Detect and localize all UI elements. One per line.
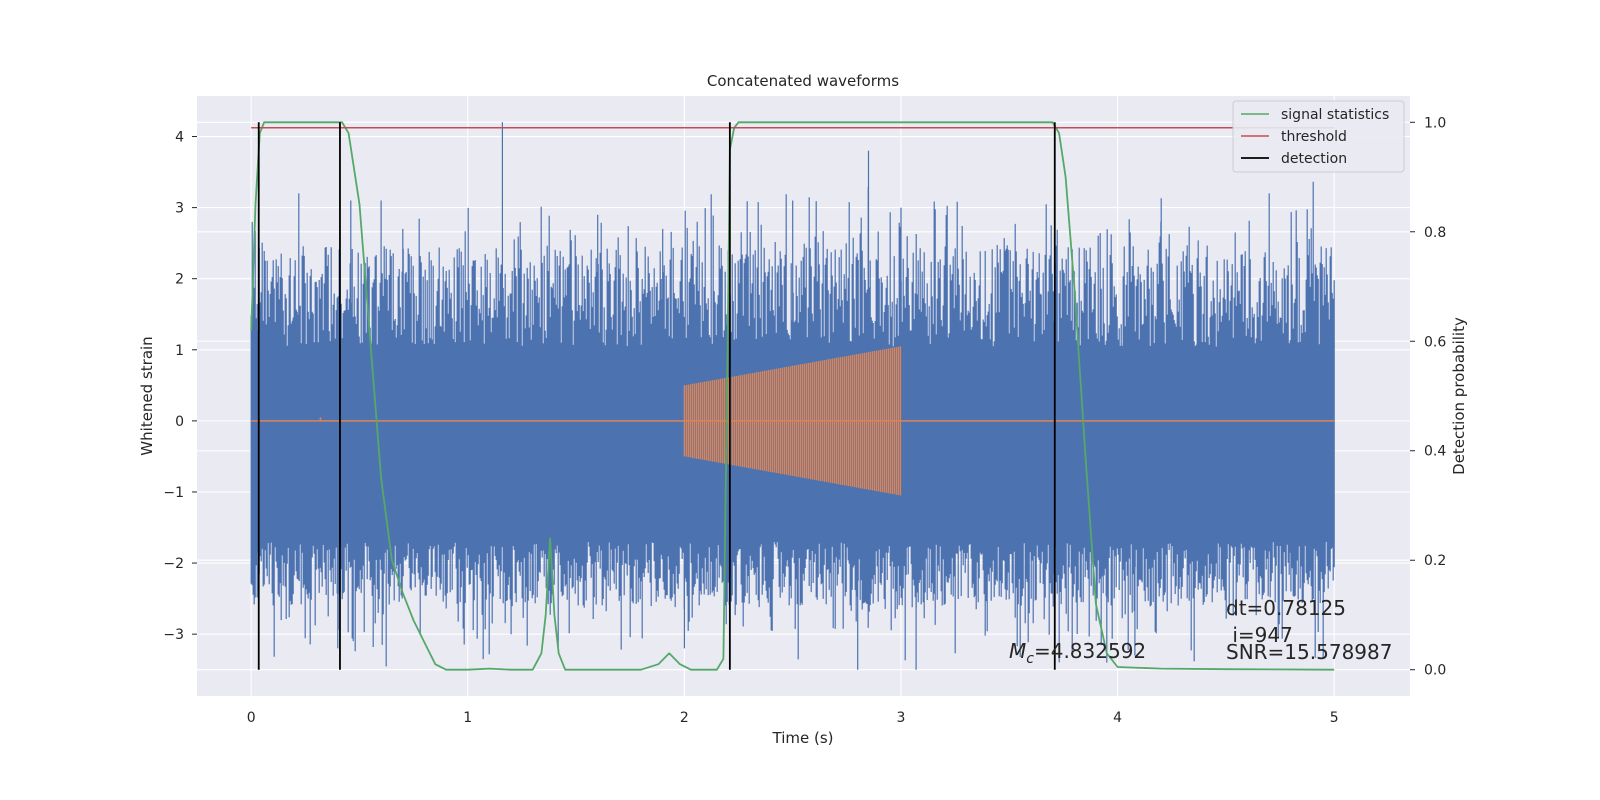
index-annotation: i=947 [1226, 623, 1293, 647]
x-tick-label: 3 [897, 710, 906, 726]
chirp-mass-subscript: c [1026, 651, 1034, 667]
y-tick-label: −3 [163, 627, 184, 643]
y-axis-label: Whitened strain [138, 336, 156, 455]
chirp-mass-symbol: M [1009, 639, 1026, 663]
y2-tick-label: 0.4 [1424, 444, 1446, 460]
chirp-mass-value: =4.832592 [1034, 639, 1146, 663]
snr-annotation: SNR=15.578987 [1226, 640, 1392, 664]
y2-tick-label: 0.2 [1424, 553, 1446, 569]
y2-tick-label: 0.0 [1424, 663, 1446, 679]
legend-label-threshold: threshold [1281, 129, 1347, 145]
chirp-mass-annotation: Mc=4.832592 [1009, 639, 1146, 667]
detection-series [257, 122, 1056, 670]
y-tick-label: 1 [175, 343, 184, 359]
x-tick-label: 5 [1330, 710, 1339, 726]
y2-tick-label: 0.8 [1424, 225, 1446, 241]
y-tick-label: 0 [175, 414, 184, 430]
x-tick-label: 2 [680, 710, 689, 726]
y-tick-label: 4 [175, 130, 184, 146]
legend-label-detection: detection [1281, 151, 1347, 167]
y2-tick-label: 0.6 [1424, 334, 1446, 350]
x-tick-label: 4 [1113, 710, 1122, 726]
legend-label-signal-statistics: signal statistics [1281, 107, 1389, 123]
template-series [251, 346, 1335, 496]
signal-statistics-series [250, 121, 1335, 671]
signal-statistics-line [250, 121, 1335, 671]
template-chirp [683, 346, 902, 496]
x-tick-label: 0 [247, 710, 256, 726]
axis-ticks: 0 1 2 3 4 5 −3 −2 −1 0 1 2 3 4 0.0 0.2 0.4 0.6 0.8 1.0 [163, 115, 1446, 726]
y-tick-label: 2 [175, 272, 184, 288]
x-tick-label: 1 [463, 710, 472, 726]
chart-title: Concatenated waveforms [707, 72, 899, 90]
legend-box [1232, 100, 1405, 173]
y-tick-label: 3 [175, 201, 184, 217]
y2-axis-label: Detection probability [1450, 317, 1468, 475]
legend: signal statistics threshold detection [1232, 100, 1405, 173]
y-tick-label: −2 [163, 556, 184, 572]
x-axis-label: Time (s) [772, 729, 834, 747]
dt-annotation: dt=0.78125 [1226, 596, 1346, 620]
y-tick-label: −1 [163, 485, 184, 501]
y2-tick-label: 1.0 [1424, 115, 1446, 131]
